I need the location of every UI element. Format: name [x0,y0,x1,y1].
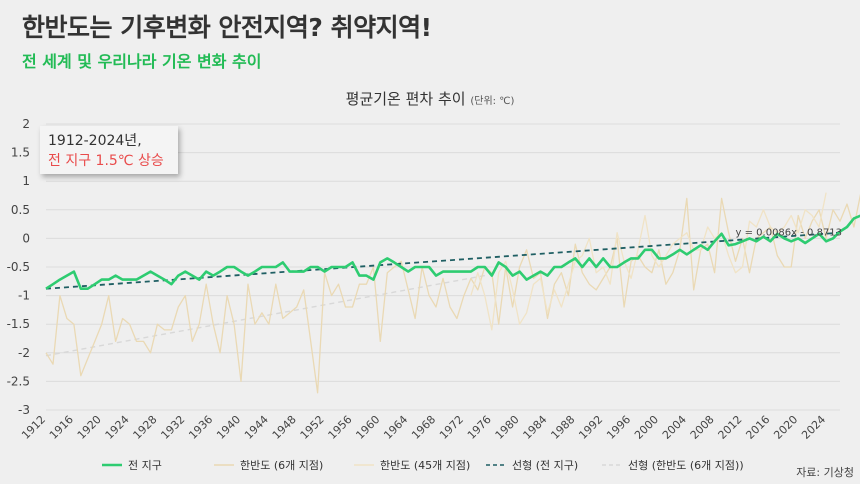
x-tick-label: 1956 [326,413,355,442]
callout-box: 1912-2024년, 전 지구 1.5℃ 상승 [40,126,178,174]
source-note: 자료: 기상청 [796,466,854,479]
y-tick-label: -0.5 [7,260,30,274]
x-tick-label: 2000 [632,413,661,442]
x-tick-label: 2024 [799,413,828,442]
x-tick-label: 2016 [743,413,772,442]
x-tick-label: 1944 [242,413,271,442]
legend-label: 전 지구 [128,459,162,472]
x-tick-label: 1912 [19,413,48,442]
trendline-korea-6 [45,274,485,357]
x-tick-label: 2004 [660,413,689,442]
x-tick-label: 2008 [688,413,717,442]
x-tick-label: 1972 [437,413,466,442]
x-tick-label: 1928 [131,413,160,442]
chart-unit-note: (단위: ℃) [470,96,515,107]
chart-title: 평균기온 편차 추이 (단위: ℃) [0,88,860,109]
x-tick-label: 1960 [353,413,382,442]
x-tick-label: 2012 [716,413,745,442]
x-tick-label: 1988 [548,413,577,442]
x-tick-label: 1916 [47,413,76,442]
trendline-global [45,231,841,290]
y-tick-label: 1.5 [11,146,30,160]
trendline-equation: y = 0.0086x - 0.8713 [736,228,843,239]
x-tick-label: 1996 [604,413,633,442]
x-tick-label: 1952 [298,413,327,442]
page-subtitle: 전 세계 및 우리나라 기온 변화 추이 [22,52,262,71]
y-tick-label: -2 [18,346,30,360]
y-tick-label: 2 [22,117,30,131]
legend-label: 선형 (한반도 (6개 지점)) [628,459,744,472]
series-line-korea-45 [470,192,827,331]
x-tick-label: 1940 [214,413,243,442]
legend-label: 한반도 (45개 지점) [380,459,470,472]
y-tick-label: -1 [18,289,30,303]
y-tick-label: 0 [22,231,30,245]
x-tick-label: 1920 [75,413,104,442]
x-tick-label: 1964 [381,413,410,442]
x-tick-label: 1992 [576,413,605,442]
page-title: 한반도는 기후변화 안전지역? 취약지역! [22,13,432,42]
x-tick-label: 1976 [465,413,494,442]
series-line-global [45,214,860,290]
x-tick-label: 1936 [186,413,215,442]
callout-rise: 전 지구 1.5℃ 상승 [48,153,164,169]
series-line-korea-6 [45,193,860,394]
callout-period: 1912-2024년, [48,133,142,149]
x-tick-label: 1980 [493,413,522,442]
x-tick-label: 1932 [158,413,187,442]
x-tick-label: 1948 [270,413,299,442]
x-tick-label: 1984 [521,413,550,442]
y-tick-label: 1 [22,174,30,188]
legend-label: 선형 (전 지구) [512,459,578,472]
legend-label: 한반도 (6개 지점) [240,459,323,472]
y-tick-label: -3 [18,403,30,417]
y-tick-label: -2.5 [7,374,30,388]
x-tick-label: 1924 [103,413,132,442]
y-tick-label: 0.5 [11,203,30,217]
y-tick-label: -1.5 [7,317,30,331]
chart-title-text: 평균기온 편차 추이 [345,90,466,108]
x-tick-label: 2020 [771,413,800,442]
x-tick-label: 1968 [409,413,438,442]
